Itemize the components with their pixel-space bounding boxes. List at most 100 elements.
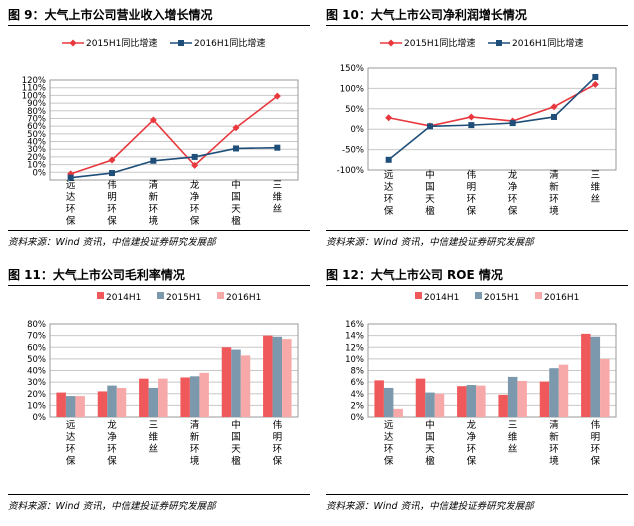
bar [56, 392, 66, 417]
bar [97, 391, 108, 417]
bar [415, 378, 426, 417]
bar [517, 380, 527, 417]
y-tick-label: -100% [337, 166, 364, 176]
legend-swatch [97, 292, 104, 299]
source-rule [326, 230, 628, 231]
series-line [70, 146, 278, 179]
chart-panel-profit: 图 10：大气上市公司净利润增长情况 -100% -50% 0% 50% 100% 150… [326, 6, 628, 256]
x-tick-label: 中国天楹 [231, 179, 241, 227]
data-point [551, 113, 557, 120]
chart-revenue-growth: 0%10%20%30%40%50%60%70%80%90%100%110%120… [22, 37, 299, 227]
legend-label: 2016H1同比增速 [194, 37, 265, 49]
bar [466, 385, 477, 417]
bar [282, 339, 292, 417]
bar [221, 347, 232, 417]
plot-frame [367, 323, 617, 418]
data-point [550, 103, 558, 111]
chart-roe: 0% 2%4% 6%8% 10% 12%14% 16% 远达环保 中国天楹 龙净环保 三维丝 清新环… [345, 292, 617, 467]
bar [107, 385, 117, 417]
x-tick-label: 伟明环保 [107, 179, 117, 227]
legend-swatch [475, 292, 482, 299]
y-tick-label: 40% [27, 138, 46, 148]
series-line [388, 76, 596, 161]
x-tick-label: 远达环保 [384, 420, 394, 467]
bar [498, 394, 508, 417]
y-tick-label: 0% [351, 413, 365, 423]
bar [549, 368, 559, 417]
y-tick-label: 70% [27, 332, 46, 342]
x-tick-label: 龙净环保 [467, 419, 477, 467]
series-line [388, 83, 596, 127]
x-tick-label: 中国天楹 [425, 419, 435, 467]
bar [539, 381, 550, 417]
data-point [232, 124, 240, 132]
y-tick-label: 90% [27, 99, 46, 109]
plot-frame [49, 79, 299, 181]
bar [189, 376, 200, 417]
source-note: 资料来源：Wind 资讯，中信建投证券研究发展部 [8, 237, 216, 248]
bar [65, 396, 76, 417]
x-tick-label: 伟明环保 [467, 169, 477, 217]
title-rule [8, 25, 310, 26]
x-tick-label: 清新环境 [549, 169, 559, 217]
data-point [191, 161, 199, 169]
data-point [67, 174, 74, 181]
y-tick-label: 16% [345, 320, 364, 330]
plot-frame [367, 67, 617, 171]
chart-panel-roe: 图 12：大气上市公司 ROE 情况 0% 2% 4% 6% 8% 10% 12% 14% 16… [326, 266, 628, 524]
chart-title: 图 11：大气上市公司毛利率情况 [8, 268, 185, 282]
bar [158, 378, 168, 417]
bar [434, 393, 445, 417]
x-tick-label: 龙净环保 [107, 419, 117, 467]
x-tick-label: 远达环保 [384, 170, 394, 217]
y-tick-label: -50% [342, 146, 364, 156]
x-tick-label: 三维丝 [149, 420, 159, 455]
x-tick-label: 三维丝 [508, 420, 518, 455]
legend-marker [178, 40, 184, 46]
x-tick-label: 伟明环保 [591, 419, 601, 467]
x-tick-label: 中国天楹 [231, 419, 241, 467]
legend-label: 2016H1 [544, 293, 579, 303]
bar [476, 385, 486, 417]
legend-label: 2016H1 [226, 293, 261, 303]
bar [272, 336, 283, 417]
y-tick-label: 10% [27, 401, 46, 411]
source-note: 资料来源：Wind 资讯，中信建投证券研究发展部 [326, 501, 534, 512]
y-tick-label: 4% [351, 390, 365, 400]
data-point [233, 145, 239, 152]
data-point [467, 113, 475, 121]
legend-marker [69, 39, 77, 47]
source-rule [8, 494, 310, 495]
x-tick-label: 伟明环保 [273, 419, 283, 467]
bar [263, 335, 273, 417]
y-tick-label: 100% [22, 91, 46, 101]
y-tick-label: 110% [22, 84, 46, 94]
y-tick-label: 150% [340, 64, 364, 74]
y-tick-label: 20% [27, 390, 46, 400]
data-point [427, 123, 433, 130]
y-tick-label: 0% [33, 413, 47, 423]
legend-marker [496, 40, 502, 46]
bar [231, 349, 241, 417]
bar [116, 387, 127, 417]
data-point [274, 144, 281, 151]
title-rule [326, 25, 628, 26]
source-note: 资料来源：Wind 资讯，中信建投证券研究发展部 [326, 237, 534, 248]
data-point [468, 122, 475, 129]
bar [558, 364, 569, 417]
legend-marker [387, 39, 395, 47]
y-tick-label: 8% [351, 367, 365, 377]
title-rule [8, 285, 310, 286]
bar [590, 336, 601, 417]
series-line [70, 95, 278, 175]
y-tick-label: 50% [27, 130, 46, 140]
legend-swatch [415, 292, 422, 299]
data-point [592, 73, 599, 80]
y-tick-label: 2% [351, 401, 365, 411]
bar [507, 376, 518, 417]
x-tick-label: 三维丝 [273, 180, 283, 215]
data-point [149, 116, 157, 124]
y-tick-label: 100% [340, 84, 364, 94]
y-tick-label: 40% [27, 367, 46, 377]
legend-label: 2015H1 [484, 293, 519, 303]
